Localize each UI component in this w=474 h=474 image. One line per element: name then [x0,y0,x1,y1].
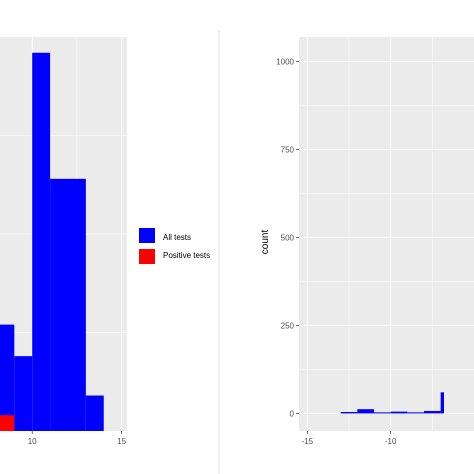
left-x-ticks: 10 15 [28,431,127,446]
positive-tests-bar [0,415,15,431]
all-tests-bar [340,412,358,414]
all-tests-bar [0,324,15,431]
x-tick-label: 10 [28,437,37,446]
legend-key-all-tests [139,228,155,243]
y-tick-label: 750 [281,146,295,155]
right-grid [299,37,474,431]
legend-label-all-tests: All tests [163,233,191,242]
right-plot-background [299,37,474,431]
right-x-ticks: -15 -10 [302,431,397,446]
left-bars [0,52,104,431]
all-tests-bar [14,356,33,431]
all-tests-bar [390,411,408,414]
legend-label-positive-tests: Positive tests [163,251,210,260]
legend-key-positive-tests [139,249,155,264]
all-tests-bar [424,410,441,414]
all-tests-bar [440,392,444,414]
x-tick-label: 15 [117,437,126,446]
y-tick-label: 1000 [276,58,294,67]
x-tick-label: -10 [385,437,397,446]
all-tests-bar [85,395,104,431]
all-tests-bar [32,52,51,431]
y-tick-label: 0 [290,409,295,418]
left-histogram-panel: 10 15 [0,37,127,446]
x-tick-label: -15 [302,437,314,446]
right-bars [340,392,444,414]
all-tests-bar [374,412,391,414]
y-tick-label: 500 [281,234,295,243]
y-tick-label: 250 [281,321,295,330]
all-tests-bar [407,412,424,414]
legend: All tests Positive tests [139,228,210,264]
y-axis-title: count [260,230,271,255]
all-tests-bar [50,178,86,431]
right-histogram-panel: -15 -10 0 250 500 750 1000 count [260,37,474,446]
right-y-ticks: 0 250 500 750 1000 [276,58,299,418]
all-tests-bar [357,409,374,414]
